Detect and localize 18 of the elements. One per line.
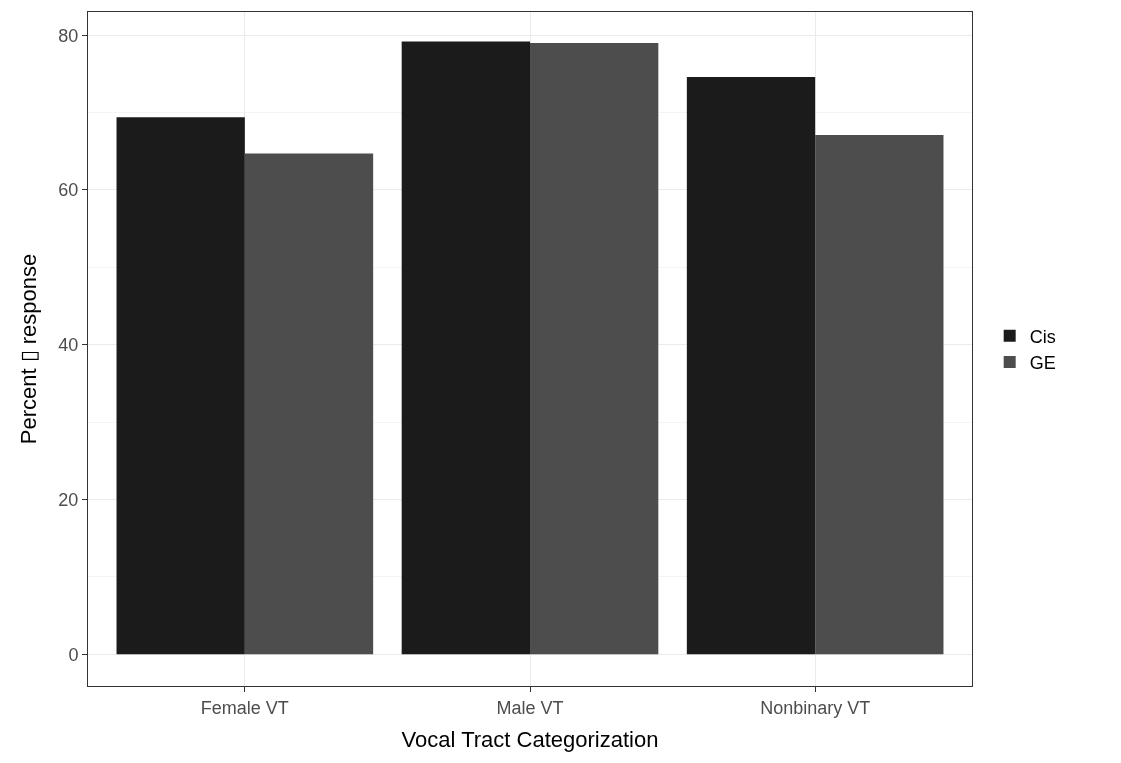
y-tick-label: 20 <box>58 489 79 510</box>
legend-label: Cis <box>1029 326 1056 347</box>
bar <box>244 153 374 655</box>
x-tick-label: Female VT <box>200 697 289 718</box>
y-tick-label: 80 <box>58 25 79 46</box>
legend-label: GE <box>1029 353 1056 374</box>
y-tick-label: 0 <box>68 644 79 665</box>
y-tick-label: 60 <box>58 180 79 201</box>
bar <box>116 117 245 655</box>
bar <box>686 77 816 655</box>
bar <box>815 135 944 655</box>
x-tick-label: Male VT <box>496 697 564 718</box>
x-tick-label: Nonbinary VT <box>760 697 871 718</box>
y-axis-title: Percent ▯ response <box>16 253 42 445</box>
bar <box>530 42 659 655</box>
bar <box>401 41 530 655</box>
y-tick-label: 40 <box>58 335 79 356</box>
x-axis-title: Vocal Tract Categorization <box>401 727 659 753</box>
